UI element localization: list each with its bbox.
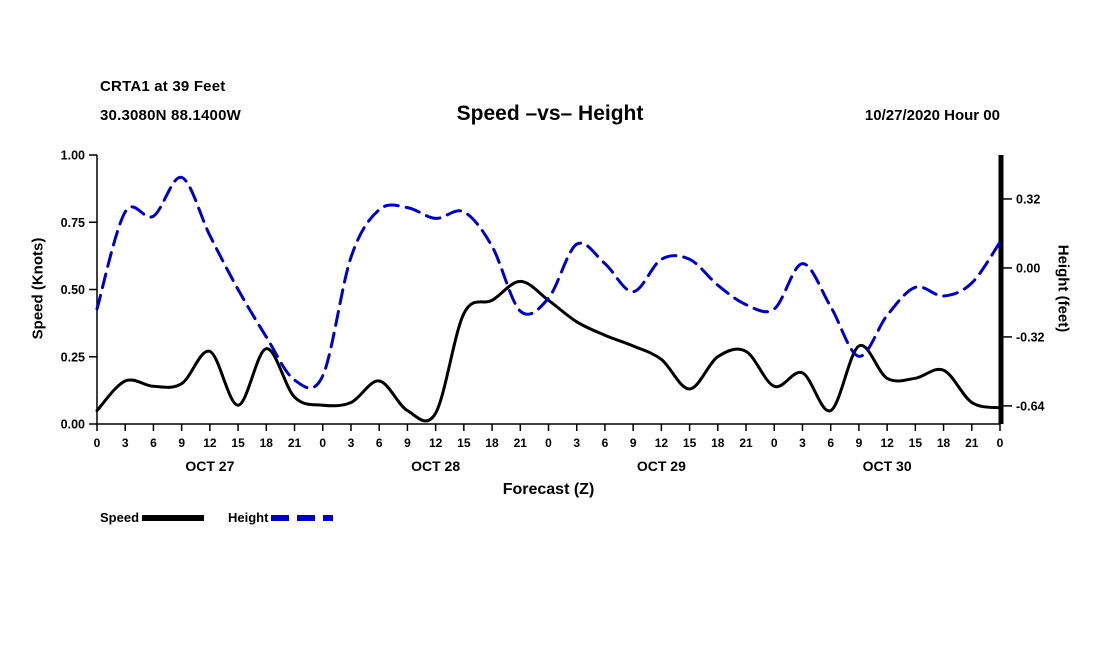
x-tick-label: 15 xyxy=(909,436,923,450)
x-tick-label: 15 xyxy=(231,436,245,450)
legend: Speed Height xyxy=(100,510,334,525)
x-axis-title: Forecast (Z) xyxy=(502,481,595,498)
x-tick-label: 12 xyxy=(880,436,894,450)
right-tick-label: -0.32 xyxy=(1016,330,1045,344)
day-label: OCT 30 xyxy=(863,458,912,474)
x-tick-label: 21 xyxy=(514,436,528,450)
x-tick-label: 3 xyxy=(573,436,580,450)
x-tick-label: 0 xyxy=(94,436,101,450)
left-tick-label: 0.25 xyxy=(61,350,85,364)
right-tick-label: 0.32 xyxy=(1016,192,1040,206)
x-tick-label: 3 xyxy=(122,436,129,450)
x-tick-label: 0 xyxy=(997,436,1004,450)
speed-line-swatch xyxy=(142,514,205,521)
forecast-run-label: 10/27/2020 Hour 00 xyxy=(864,107,1000,124)
station-name: CRTA1 at 39 Feet xyxy=(100,78,226,95)
height-line-swatch xyxy=(271,514,334,521)
x-tick-label: 0 xyxy=(545,436,552,450)
x-tick-label: 15 xyxy=(683,436,697,450)
x-tick-label: 21 xyxy=(288,436,302,450)
x-tick-label: 21 xyxy=(965,436,979,450)
x-tick-label: 3 xyxy=(348,436,355,450)
x-tick-label: 3 xyxy=(799,436,806,450)
x-tick-label: 0 xyxy=(319,436,326,450)
x-tick-label: 9 xyxy=(630,436,637,450)
x-tick-label: 9 xyxy=(856,436,863,450)
x-tick-label: 18 xyxy=(711,436,725,450)
x-tick-label: 18 xyxy=(937,436,951,450)
x-tick-label: 12 xyxy=(203,436,217,450)
x-tick-label: 6 xyxy=(827,436,834,450)
x-tick-label: 18 xyxy=(260,436,274,450)
x-tick-label: 12 xyxy=(655,436,669,450)
x-tick-label: 18 xyxy=(485,436,499,450)
x-tick-label: 15 xyxy=(457,436,471,450)
day-label: OCT 27 xyxy=(185,458,234,474)
day-label: OCT 28 xyxy=(411,458,460,474)
station-coordinates: 30.3080N 88.1400W xyxy=(100,107,242,124)
x-tick-label: 0 xyxy=(771,436,778,450)
x-tick-label: 6 xyxy=(376,436,383,450)
x-tick-label: 6 xyxy=(602,436,609,450)
left-tick-label: 0.75 xyxy=(61,216,85,230)
x-tick-label: 6 xyxy=(150,436,157,450)
day-label: OCT 29 xyxy=(637,458,686,474)
x-tick-label: 9 xyxy=(178,436,185,450)
height-line xyxy=(95,175,1002,390)
left-tick-label: 0.00 xyxy=(61,418,85,432)
speed-line xyxy=(95,279,1002,423)
x-tick-label: 21 xyxy=(739,436,753,450)
left-axis-title: Speed (Knots) xyxy=(29,237,47,340)
x-tick-label: 9 xyxy=(404,436,411,450)
right-tick-label: 0.00 xyxy=(1016,261,1040,275)
legend-speed-label: Speed xyxy=(100,510,140,525)
x-tick-label: 12 xyxy=(429,436,443,450)
left-tick-label: 1.00 xyxy=(61,149,85,163)
chart-title: Speed –vs– Height xyxy=(456,102,644,125)
left-tick-label: 0.50 xyxy=(61,283,85,297)
right-tick-label: -0.64 xyxy=(1016,399,1045,413)
right-axis-title: Height (feet) xyxy=(1054,244,1072,333)
legend-height-label: Height xyxy=(228,510,269,525)
